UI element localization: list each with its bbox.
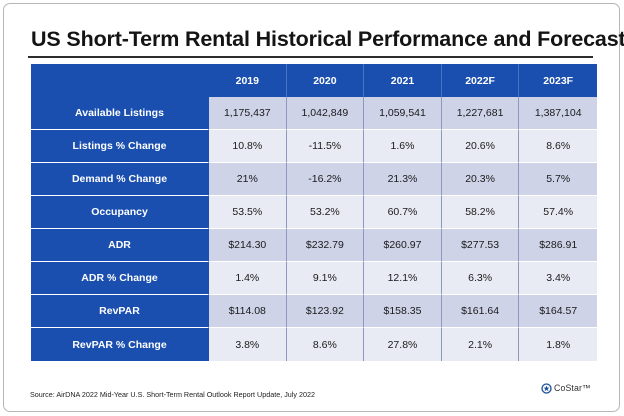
table-cell: 1.6%	[364, 130, 442, 163]
year-header: 2022F	[441, 64, 520, 97]
table-cell: 1.4%	[209, 262, 287, 295]
table-cell: 3.4%	[519, 262, 597, 295]
costar-wordmark: CoStar	[554, 383, 582, 393]
table-cell: 20.3%	[441, 163, 520, 196]
table-cell: 58.2%	[441, 196, 520, 229]
trademark-mark: ™	[581, 383, 591, 393]
page-title: US Short-Term Rental Historical Performa…	[31, 27, 624, 51]
table-row: RevPAR % Change 3.8% 8.6% 27.8% 2.1% 1.8…	[31, 328, 597, 361]
table-cell: $161.64	[441, 295, 520, 328]
table-row: Demand % Change 21% -16.2% 21.3% 20.3% 5…	[31, 163, 597, 196]
table-header-row: 2019 2020 2021 2022F 2023F	[31, 64, 597, 97]
costar-star-icon	[541, 382, 552, 394]
table-cell: $277.53	[441, 229, 520, 262]
table-cell: 8.6%	[519, 130, 597, 163]
table-cell: 27.8%	[364, 328, 442, 361]
table-cell: 5.7%	[519, 163, 597, 196]
table-cell: $214.30	[209, 229, 287, 262]
row-label: Listings % Change	[31, 130, 209, 163]
performance-table: 2019 2020 2021 2022F 2023F Available Lis…	[31, 64, 597, 361]
row-label: Available Listings	[31, 97, 209, 130]
table-row: RevPAR $114.08 $123.92 $158.35 $161.64 $…	[31, 295, 597, 328]
table-cell: $114.08	[209, 295, 287, 328]
year-header: 2020	[286, 64, 365, 97]
table-corner-cell	[31, 64, 209, 97]
table-row: Listings % Change 10.8% -11.5% 1.6% 20.6…	[31, 130, 597, 163]
table-cell: 12.1%	[364, 262, 442, 295]
table-cell: -11.5%	[286, 130, 365, 163]
table-cell: 21.3%	[364, 163, 442, 196]
table-cell: $260.97	[364, 229, 442, 262]
row-label: ADR % Change	[31, 262, 209, 295]
table-cell: 60.7%	[364, 196, 442, 229]
table-cell: $158.35	[364, 295, 442, 328]
year-header: 2021	[364, 64, 442, 97]
table-cell: 53.5%	[209, 196, 287, 229]
table-row: Occupancy 53.5% 53.2% 60.7% 58.2% 57.4%	[31, 196, 597, 229]
table-cell: 21%	[209, 163, 287, 196]
costar-logo: CoStar ™	[541, 381, 591, 395]
table-row: ADR $214.30 $232.79 $260.97 $277.53 $286…	[31, 229, 597, 262]
table-cell: 1.8%	[519, 328, 597, 361]
source-note: Source: AirDNA 2022 Mid-Year U.S. Short-…	[30, 390, 315, 399]
table-cell: 1,059,541	[364, 97, 442, 130]
table-cell: 1,387,104	[519, 97, 597, 130]
row-label: ADR	[31, 229, 209, 262]
year-header: 2019	[209, 64, 287, 97]
row-label: Occupancy	[31, 196, 209, 229]
year-header: 2023F	[519, 64, 597, 97]
table-cell: 57.4%	[519, 196, 597, 229]
table-cell: 1,227,681	[441, 97, 520, 130]
table-cell: 9.1%	[286, 262, 365, 295]
table-cell: 2.1%	[441, 328, 520, 361]
table-cell: 6.3%	[441, 262, 520, 295]
row-label: RevPAR % Change	[31, 328, 209, 361]
table-cell: 1,042,849	[286, 97, 365, 130]
table-cell: $123.92	[286, 295, 365, 328]
table-row: Available Listings 1,175,437 1,042,849 1…	[31, 97, 597, 130]
row-label: Demand % Change	[31, 163, 209, 196]
table-cell: $232.79	[286, 229, 365, 262]
table-row: ADR % Change 1.4% 9.1% 12.1% 6.3% 3.4%	[31, 262, 597, 295]
table-cell: -16.2%	[286, 163, 365, 196]
table-cell: 1,175,437	[209, 97, 287, 130]
title-underline	[28, 56, 593, 58]
table-cell: 53.2%	[286, 196, 365, 229]
table-cell: 20.6%	[441, 130, 520, 163]
table-cell: $164.57	[519, 295, 597, 328]
table-cell: $286.91	[519, 229, 597, 262]
row-label: RevPAR	[31, 295, 209, 328]
table-cell: 10.8%	[209, 130, 287, 163]
table-cell: 8.6%	[286, 328, 365, 361]
table-cell: 3.8%	[209, 328, 287, 361]
